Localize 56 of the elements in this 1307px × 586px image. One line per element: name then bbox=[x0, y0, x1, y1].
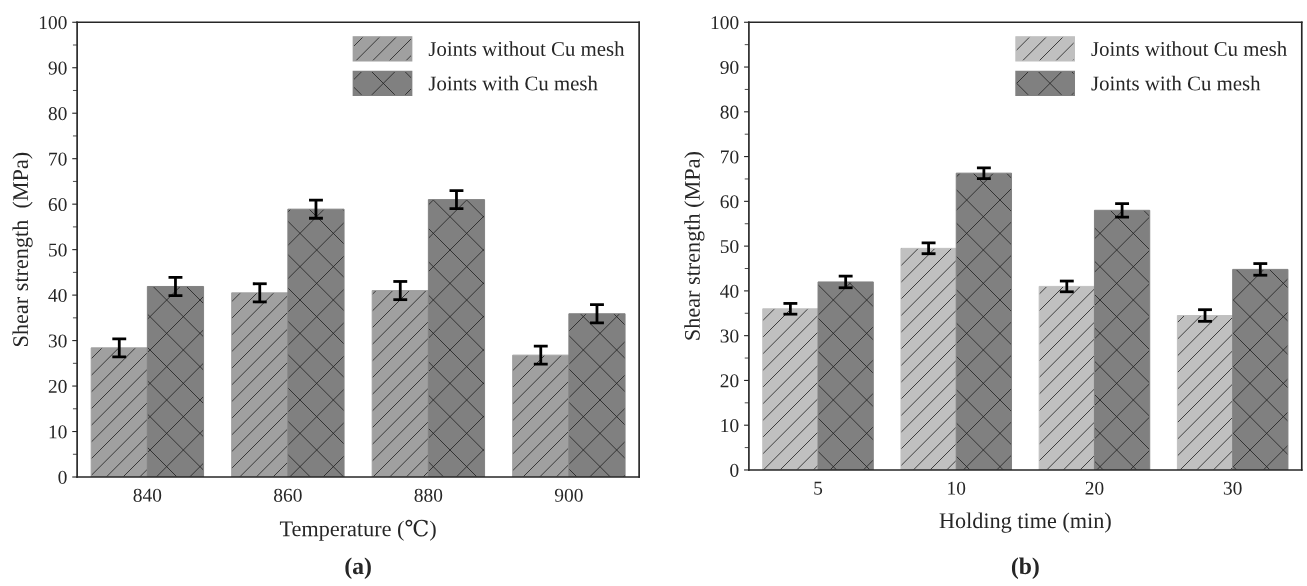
y-tick-label: 80 bbox=[48, 107, 67, 121]
y-axis-title: Shear strength (MPa) bbox=[684, 152, 705, 340]
legend-label: Joints with Cu mesh bbox=[1091, 75, 1261, 91]
bar bbox=[1176, 315, 1234, 470]
y-tick-label: 20 bbox=[720, 374, 739, 388]
y-tick-label: 90 bbox=[720, 60, 739, 74]
bar bbox=[817, 281, 874, 470]
bar bbox=[955, 172, 1013, 470]
y-tick-label: 100 bbox=[711, 16, 739, 30]
y-tick-label: 10 bbox=[721, 419, 739, 433]
y-tick-label: 50 bbox=[720, 239, 739, 254]
bar bbox=[146, 285, 205, 477]
bar bbox=[512, 354, 570, 477]
y-tick-label: 10 bbox=[49, 425, 67, 439]
y-tick-label: 40 bbox=[48, 288, 67, 303]
y-tick-label: 100 bbox=[39, 16, 67, 30]
x-tick-label: 900 bbox=[554, 488, 583, 502]
y-tick-label: 50 bbox=[49, 243, 67, 257]
x-tick-label: 30 bbox=[1223, 481, 1242, 495]
y-tick-label: 70 bbox=[721, 150, 739, 164]
y-tick-label: 20 bbox=[48, 379, 67, 393]
y-tick-label: 60 bbox=[720, 195, 739, 209]
bar bbox=[287, 208, 345, 477]
y-tick-label: 70 bbox=[49, 152, 67, 166]
x-axis-title: Holding time (min) bbox=[939, 512, 1111, 533]
y-tick-label: 90 bbox=[48, 61, 67, 75]
bar bbox=[568, 313, 626, 477]
bar bbox=[231, 292, 289, 477]
y-tick-label: 0 bbox=[730, 463, 739, 477]
bar bbox=[371, 290, 429, 477]
x-tick-label: 880 bbox=[414, 488, 443, 502]
bar bbox=[1232, 268, 1289, 470]
legend-label: Joints without Cu mesh bbox=[428, 41, 625, 57]
x-tick-label: 840 bbox=[133, 488, 162, 502]
x-tick-label: 10 bbox=[948, 481, 966, 495]
legend-label: Joints with Cu mesh bbox=[428, 75, 598, 91]
bar bbox=[1093, 209, 1151, 470]
legend-label: Joints without Cu mesh bbox=[1091, 41, 1287, 57]
bar bbox=[427, 199, 486, 477]
x-axis-title: Temperature (℃) bbox=[279, 519, 436, 541]
y-tick-label: 0 bbox=[58, 470, 67, 484]
text: (a) bbox=[345, 557, 371, 579]
x-tick-label: 20 bbox=[1085, 481, 1104, 495]
text: (b) bbox=[1011, 557, 1039, 579]
y-tick-label: 80 bbox=[720, 105, 739, 119]
bar bbox=[900, 247, 957, 470]
y-tick-label: 30 bbox=[48, 334, 67, 348]
y-tick-label: 40 bbox=[720, 284, 739, 298]
bar bbox=[1038, 285, 1095, 470]
y-tick-label: 30 bbox=[720, 329, 739, 343]
y-tick-label: 60 bbox=[48, 197, 67, 212]
x-tick-label: 5 bbox=[814, 481, 823, 495]
y-axis-title: Shear strength (MPa) bbox=[12, 152, 33, 346]
x-tick-label: 860 bbox=[274, 488, 302, 502]
bar bbox=[762, 308, 819, 470]
bar bbox=[90, 347, 148, 477]
